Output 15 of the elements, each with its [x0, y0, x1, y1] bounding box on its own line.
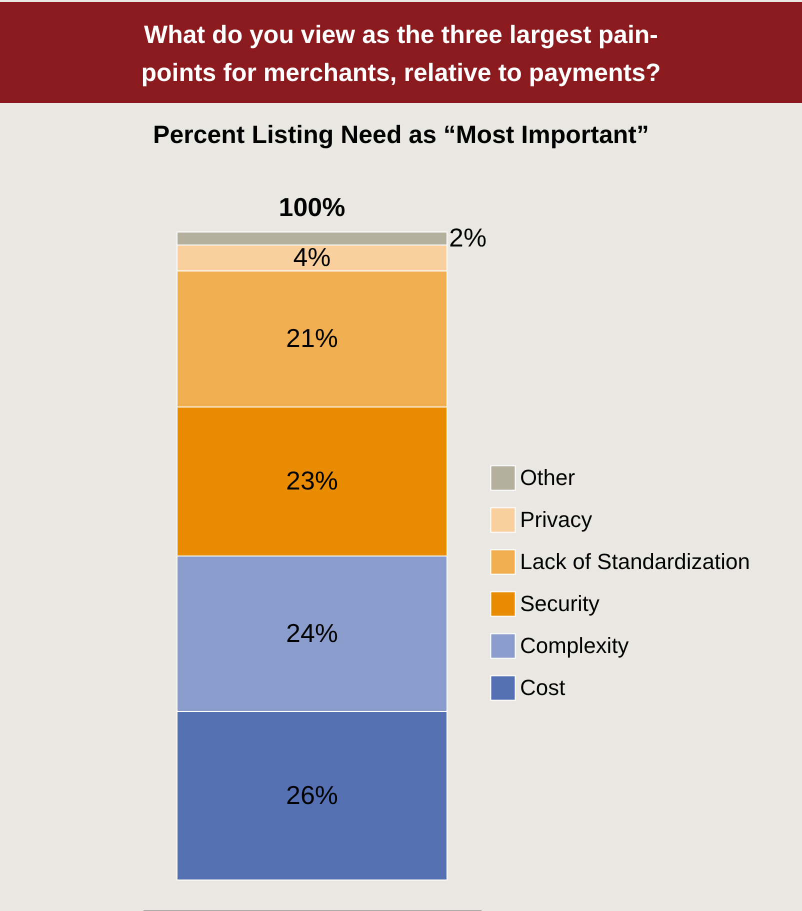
legend-label: Lack of Standardization: [520, 549, 750, 574]
chart-subtitle: Percent Listing Need as “Most Important”: [153, 121, 649, 149]
chart-title: What do you view as the three largest pain-points for merchants, relative to payments?: [141, 21, 661, 87]
legend-label: Privacy: [520, 507, 592, 532]
legend-label: Security: [520, 591, 600, 616]
data-label: 24%: [286, 618, 338, 648]
data-label: 26%: [286, 780, 338, 810]
legend-label: Other: [520, 465, 576, 490]
legend-label: Complexity: [520, 633, 629, 658]
data-label: 2%: [449, 222, 487, 252]
legend-label: Cost: [520, 675, 566, 700]
data-label: 21%: [286, 322, 338, 353]
total-label: 100%: [278, 192, 346, 222]
data-label: 4%: [293, 242, 331, 272]
data-label: 23%: [286, 465, 338, 496]
